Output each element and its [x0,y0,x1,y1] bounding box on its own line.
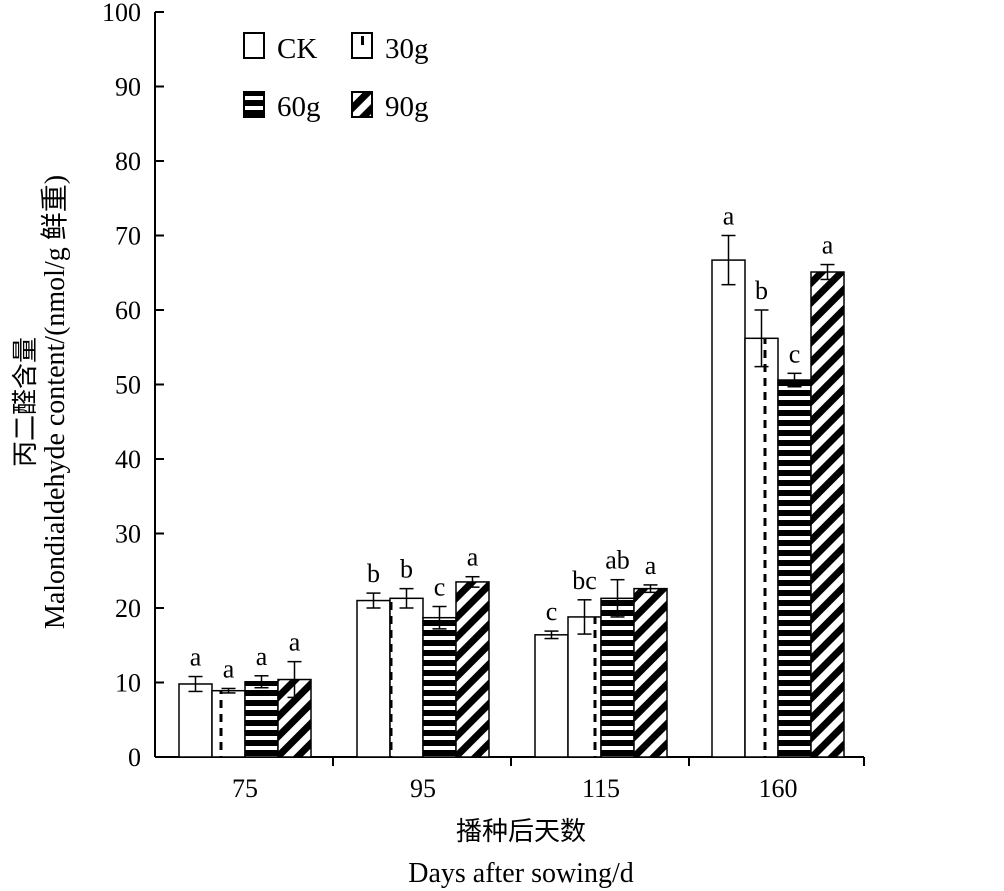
significance-label: c [789,339,801,368]
y-tick-label: 30 [115,520,141,549]
significance-label: a [289,628,301,657]
significance-label: bc [572,566,597,595]
y-tick-label: 60 [115,296,141,325]
y-tick-label: 10 [115,669,141,698]
significance-label: a [256,642,268,671]
significance-label: a [822,231,834,260]
y-tick-label: 40 [115,445,141,474]
bar-60g-95 [422,616,457,758]
bar-ck-115 [534,634,569,758]
y-tick-label: 70 [115,222,141,251]
bar-30g-115 [567,616,602,758]
legend-swatch-ck [243,32,265,59]
bar-30g-160 [744,337,779,758]
bar-90g-160 [810,271,845,758]
y-tick-label: 80 [115,147,141,176]
x-tick-label: 75 [232,774,258,803]
y-ticks: 0 10 20 30 40 50 60 70 80 90 100 [102,0,164,772]
bar-60g-75 [244,681,279,758]
bar-30g-95 [389,597,424,758]
bar-30g-75 [211,689,246,758]
legend-label-90g: 90g [385,91,429,123]
significance-label: c [546,597,558,626]
legend-label-ck: CK [277,33,317,65]
y-axis-title-cn: 丙二醛含量 [11,337,41,467]
y-tick-label: 50 [115,371,141,400]
bar-ck-75 [178,683,213,758]
y-axis-title-en: Malondialdehyde content/(nmol/g 鲜重) [39,175,71,629]
x-axis-title-en: Days after sowing/d [408,858,634,889]
bar-ck-160 [711,259,746,758]
significance-label: b [367,559,380,588]
bar-60g-115 [600,597,635,758]
significance-label: ab [605,546,630,575]
y-axis-title: 丙二醛含量 Malondialdehyde content/(nmol/g 鲜重… [11,175,71,629]
legend-swatch-90g [351,91,373,118]
significance-label: a [223,654,235,683]
y-tick-label: 20 [115,594,141,623]
significance-label: a [190,643,202,672]
significance-label: b [755,276,768,305]
y-tick-label: 90 [115,73,141,102]
bar-90g-95 [455,581,490,758]
y-tick-label: 100 [102,0,141,27]
legend: CK 30g 60g 90g [243,32,429,123]
y-tick-label: 0 [128,743,141,772]
x-axis-title-cn: 播种后天数 [456,817,586,847]
x-tick-label: 115 [582,774,620,803]
bar-60g-160 [777,379,812,758]
significance-label: a [723,202,735,231]
significance-label: b [400,555,413,584]
legend-label-60g: 60g [277,91,321,123]
significance-label: a [645,551,657,580]
bar-ck-95 [356,599,391,758]
x-tick-label: 95 [410,774,436,803]
significance-label: c [434,573,446,602]
legend-swatch-30g [351,32,373,59]
legend-swatch-60g [243,91,265,118]
significance-label: a [467,543,479,572]
x-ticks: 75 95 115 160 [232,757,865,803]
bar-90g-115 [633,587,668,758]
x-tick-label: 160 [759,774,798,803]
legend-label-30g: 30g [385,33,429,65]
